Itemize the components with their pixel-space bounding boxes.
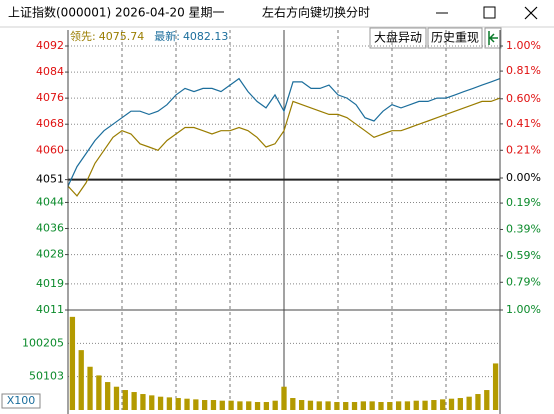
collapse-icon xyxy=(488,31,498,45)
y-tick-label: 4028 xyxy=(36,248,64,261)
volume-bar xyxy=(122,390,128,410)
volume-bar xyxy=(87,366,93,410)
y2-tick-label: 0.19% xyxy=(506,196,541,209)
toolbar-button[interactable] xyxy=(369,27,427,49)
y-tick-label: 4044 xyxy=(36,195,64,208)
y2-tick-label: 0.81% xyxy=(506,64,541,77)
volume-bar xyxy=(431,400,437,410)
volume-bar xyxy=(316,401,322,410)
y-tick-label: 4036 xyxy=(36,222,64,235)
volume-bar xyxy=(131,392,137,410)
volume-bar xyxy=(492,363,499,410)
volume-bar xyxy=(166,397,173,410)
volume-bar xyxy=(202,400,208,410)
y-tick-label: 4084 xyxy=(36,65,64,78)
y2-tick-label: 1.00% xyxy=(506,39,541,52)
volume-bar xyxy=(228,400,234,410)
y2-tick-label: 1.00% xyxy=(506,303,541,316)
volume-bar xyxy=(422,400,428,410)
volume-bar xyxy=(334,402,340,410)
y2-tick-label: 0.00% xyxy=(506,171,541,184)
volume-bar xyxy=(113,386,120,410)
volume-bar xyxy=(475,394,481,410)
legend-label: 最新: xyxy=(154,29,180,43)
volume-bar xyxy=(378,402,384,410)
volume-bar xyxy=(237,401,243,410)
volume-bar xyxy=(457,398,463,410)
volume-bar xyxy=(298,400,305,410)
window-title: 上证指数(000001) 2026-04-20 星期一 xyxy=(8,5,225,20)
volume-bar xyxy=(105,382,111,410)
y2-tick-label: 0.59% xyxy=(506,249,541,262)
volume-bar xyxy=(254,402,261,410)
volume-bar xyxy=(448,398,455,410)
volume-bar xyxy=(263,402,270,410)
y-tick-label: 4011 xyxy=(36,303,64,316)
volume-bar xyxy=(175,398,181,410)
maximize-button[interactable] xyxy=(483,6,496,19)
y-tick-label: 4051 xyxy=(36,173,64,186)
volume-bar xyxy=(272,400,278,410)
volume-bar xyxy=(219,400,225,410)
y2-tick-label: 0.39% xyxy=(506,222,541,235)
volume-bar xyxy=(387,402,393,410)
volume-bar xyxy=(351,402,358,410)
volume-bar xyxy=(184,398,190,410)
volume-bar xyxy=(149,395,155,410)
volume-bar xyxy=(466,396,472,410)
y2-tick-label: 0.79% xyxy=(506,275,541,288)
volume-bar xyxy=(307,400,314,410)
volume-bar xyxy=(193,399,199,410)
price-line xyxy=(67,77,501,187)
price-line xyxy=(67,97,501,197)
toolbar-button-label[interactable]: 历史重现 xyxy=(431,31,479,45)
hint-text: 左右方向键切换分时 xyxy=(262,5,370,20)
volume-bar xyxy=(210,400,217,410)
volume-bar xyxy=(157,396,164,410)
y-tick-label: 4076 xyxy=(36,91,64,104)
volume-bar xyxy=(395,401,402,410)
y2-tick-label: 0.60% xyxy=(506,92,541,105)
y2-tick-label: 0.41% xyxy=(506,117,541,130)
unit-label-box xyxy=(1,393,41,409)
volume-bar xyxy=(484,390,490,410)
y-tick-label: 4092 xyxy=(36,39,64,52)
volume-bar xyxy=(281,386,287,410)
legend-value: 4082.13 xyxy=(183,30,229,43)
volume-bar xyxy=(69,316,76,410)
volume-bar xyxy=(290,398,296,410)
close-button[interactable] xyxy=(524,6,538,20)
volume-bar xyxy=(343,402,349,410)
y-tick-label: 4060 xyxy=(36,143,64,156)
legend-value: 4075.74 xyxy=(99,30,145,43)
volume-bar xyxy=(325,401,331,410)
volume-bar xyxy=(413,400,419,410)
volume-tick-label: 50103 xyxy=(29,370,64,383)
volume-bar xyxy=(404,401,411,410)
unit-label: X100 xyxy=(7,394,36,407)
toolbar-button[interactable] xyxy=(427,27,483,49)
toolbar-button-label[interactable]: 大盘异动 xyxy=(374,30,422,45)
y-tick-label: 4068 xyxy=(36,117,64,130)
y2-tick-label: 0.21% xyxy=(506,143,541,156)
volume-bar xyxy=(360,401,366,410)
legend-label: 领先: xyxy=(70,30,96,43)
volume-bar xyxy=(96,375,102,410)
y-tick-label: 4019 xyxy=(36,277,64,290)
volume-bar xyxy=(246,401,252,410)
volume-tick-label: 100205 xyxy=(22,336,64,349)
volume-bar xyxy=(140,394,146,410)
volume-bar xyxy=(369,401,375,410)
volume-bar xyxy=(78,350,84,410)
volume-bar xyxy=(440,399,446,410)
